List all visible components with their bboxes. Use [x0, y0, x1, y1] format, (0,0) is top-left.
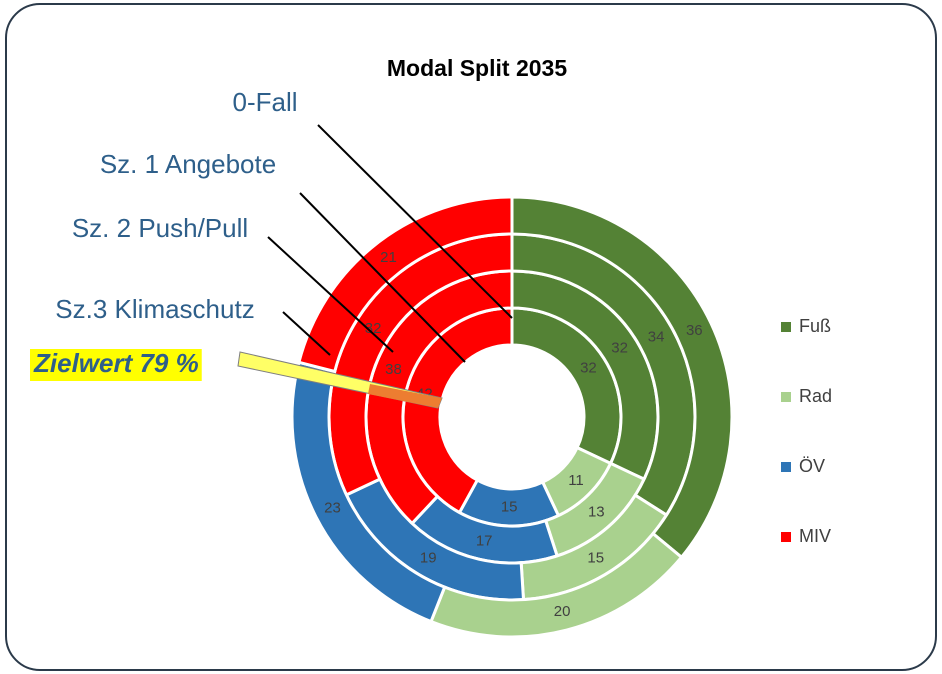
leader-line — [317, 124, 513, 319]
data-label: 15 — [501, 498, 518, 515]
data-label: 21 — [380, 249, 397, 266]
data-label: 15 — [587, 550, 604, 567]
legend-label: MIV — [799, 526, 831, 546]
labels: 321115423213173834151932362023210-FallSz… — [30, 87, 832, 620]
ring-label: Sz. 1 Angebote — [100, 149, 276, 179]
data-label: 11 — [568, 472, 584, 489]
annotation: Zielwert 79 % — [33, 348, 199, 378]
legend-swatch — [781, 322, 791, 332]
target-pointer-fill — [368, 384, 442, 408]
data-label: 17 — [476, 532, 493, 549]
legend-swatch — [781, 532, 791, 542]
ring-label: Sz.3 Klimaschutz — [55, 294, 254, 324]
ring-label: Sz. 2 Push/Pull — [72, 213, 248, 243]
leader-line — [299, 192, 466, 363]
ring-label: 0-Fall — [232, 87, 297, 117]
data-label: 20 — [554, 603, 571, 620]
chart-title: Modal Split 2035 — [387, 55, 567, 81]
legend-swatch — [781, 462, 791, 472]
data-label: 32 — [365, 320, 382, 337]
data-label: 13 — [588, 504, 605, 521]
legend-label: Fuß — [799, 316, 831, 336]
ring-segment — [297, 195, 514, 374]
data-label: 36 — [686, 322, 703, 339]
data-label: 23 — [324, 499, 341, 516]
data-label: 32 — [580, 359, 597, 376]
leader-line — [282, 311, 331, 356]
legend-label: ÖV — [799, 456, 825, 476]
data-label: 34 — [648, 329, 665, 346]
leader-line — [267, 236, 394, 353]
legend-label: Rad — [799, 386, 832, 406]
legend-swatch — [781, 392, 791, 402]
annotation-highlight — [30, 349, 202, 381]
data-label: 38 — [385, 361, 402, 378]
data-label: 32 — [611, 340, 628, 357]
data-label: 19 — [420, 550, 437, 567]
rings — [290, 195, 734, 639]
